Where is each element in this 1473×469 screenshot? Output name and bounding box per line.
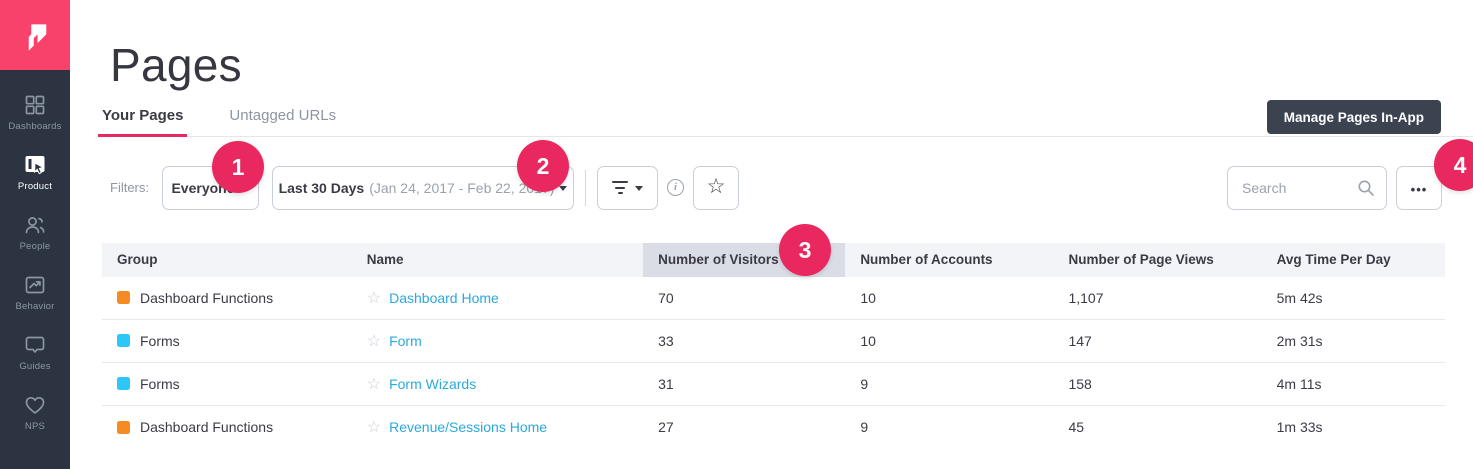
search-icon xyxy=(1358,180,1374,196)
group-color-swatch xyxy=(117,377,130,391)
pages-table: Group Name Number of Visitors ↓ Number o… xyxy=(102,242,1445,449)
table-header-row: Group Name Number of Visitors ↓ Number o… xyxy=(102,242,1445,277)
group-cell: Dashboard Functions xyxy=(102,419,352,435)
visitors-cell: 33 xyxy=(658,332,674,349)
annotation-badge-2: 2 xyxy=(517,140,569,192)
annotation-badge-4: 4 xyxy=(1434,139,1473,191)
name-cell: ☆ Dashboard Home xyxy=(352,288,643,308)
visitors-cell: 27 xyxy=(658,419,674,436)
guides-bubble-icon xyxy=(25,336,45,353)
pendo-logo[interactable] xyxy=(0,0,70,70)
filters-label: Filters: xyxy=(110,180,149,196)
search-box xyxy=(1227,165,1387,210)
column-header-accounts[interactable]: Number of Accounts xyxy=(860,252,993,268)
nps-heart-icon xyxy=(25,396,45,414)
main-content: Pages Manage Pages In-App Your Pages Unt… xyxy=(70,0,1473,469)
accounts-cell: 9 xyxy=(860,375,869,392)
group-color-swatch xyxy=(117,420,130,434)
avg-time-cell: 2m 31s xyxy=(1276,332,1323,349)
sidebar-item-behavior[interactable]: Behavior xyxy=(0,262,70,322)
page-name-link[interactable]: Dashboard Home xyxy=(389,289,499,306)
sidebar-item-label: Product xyxy=(17,180,53,192)
sidebar-item-label: People xyxy=(19,240,51,252)
column-header-page-views[interactable]: Number of Page Views xyxy=(1068,252,1214,268)
table-row: Forms ☆ Form 33 10 147 2m 31s xyxy=(102,320,1445,363)
date-range-value: Last 30 Days xyxy=(278,179,365,196)
avg-time-cell: 1m 33s xyxy=(1276,419,1323,436)
group-label: Forms xyxy=(140,375,180,392)
table-row: Dashboard Functions ☆ Revenue/Sessions H… xyxy=(102,406,1445,449)
sidebar-item-nps[interactable]: NPS xyxy=(0,382,70,442)
column-header-avg-time[interactable]: Avg Time Per Day xyxy=(1276,252,1391,268)
avg-time-cell: 4m 11s xyxy=(1276,375,1322,392)
avg-time-cell: 5m 42s xyxy=(1276,289,1323,306)
page-views-cell: 158 xyxy=(1068,375,1092,392)
filters-toolbar: Filters: Everyone Last 30 Days (Jan 24, … xyxy=(110,165,1442,210)
group-color-swatch xyxy=(117,291,130,305)
group-label: Dashboard Functions xyxy=(140,289,274,306)
visitors-cell: 70 xyxy=(658,289,674,306)
column-header-group[interactable]: Group xyxy=(117,252,158,268)
page-name-link[interactable]: Form xyxy=(389,332,422,349)
sidebar-item-people[interactable]: People xyxy=(0,202,70,262)
toolbar-divider xyxy=(585,169,586,206)
annotation-badge-1: 1 xyxy=(212,141,264,193)
page-title: Pages xyxy=(110,39,242,91)
group-cell: Dashboard Functions xyxy=(102,290,352,306)
chevron-down-icon xyxy=(559,186,568,192)
tab-untagged-urls[interactable]: Untagged URLs xyxy=(229,106,337,124)
accounts-cell: 10 xyxy=(860,289,876,306)
people-icon xyxy=(25,216,45,233)
group-cell: Forms xyxy=(102,376,352,392)
chevron-down-icon xyxy=(635,186,643,192)
sidebar-item-label: Behavior xyxy=(15,300,55,312)
name-cell: ☆ Revenue/Sessions Home xyxy=(352,417,643,437)
accounts-cell: 9 xyxy=(860,419,869,436)
group-label: Dashboard Functions xyxy=(140,419,274,436)
pendo-flag-icon xyxy=(28,24,47,51)
filter-lines-icon xyxy=(612,181,628,195)
name-cell: ☆ Form Wizards xyxy=(352,374,643,394)
dashboards-grid-icon xyxy=(25,95,45,114)
favorite-star-icon[interactable]: ☆ xyxy=(366,332,382,350)
product-icon xyxy=(25,155,45,174)
page-views-cell: 1,107 xyxy=(1068,289,1104,306)
sidebar-item-label: Dashboards xyxy=(8,120,62,132)
group-label: Forms xyxy=(140,332,180,349)
sidebar: Dashboards Product People xyxy=(0,0,70,469)
sidebar-item-guides[interactable]: Guides xyxy=(0,322,70,382)
sidebar-item-product[interactable]: Product xyxy=(0,142,70,202)
tab-your-pages[interactable]: Your Pages xyxy=(98,107,188,137)
annotation-badge-3: 3 xyxy=(779,224,831,276)
accounts-cell: 10 xyxy=(860,332,876,349)
sidebar-nav: Dashboards Product People xyxy=(0,70,70,442)
page-views-cell: 147 xyxy=(1068,332,1092,349)
favorite-star-icon[interactable]: ☆ xyxy=(366,419,382,437)
page-name-link[interactable]: Form Wizards xyxy=(389,375,477,392)
visitors-cell: 31 xyxy=(658,375,674,392)
sidebar-item-dashboards[interactable]: Dashboards xyxy=(0,82,70,142)
manage-pages-in-app-button[interactable]: Manage Pages In-App xyxy=(1266,100,1441,134)
column-header-name[interactable]: Name xyxy=(366,252,404,268)
sidebar-item-label: Guides xyxy=(19,360,51,372)
search-input[interactable] xyxy=(1227,165,1387,210)
filter-options-button[interactable] xyxy=(597,165,658,210)
column-header-label: Number of Visitors xyxy=(658,252,779,268)
group-cell: Forms xyxy=(102,333,352,349)
table-row: Forms ☆ Form Wizards 31 9 158 4m 11s xyxy=(102,363,1445,406)
name-cell: ☆ Form xyxy=(352,331,643,351)
group-color-swatch xyxy=(117,334,130,348)
favorite-filter-button[interactable]: ☆ xyxy=(693,165,739,210)
sidebar-item-label: NPS xyxy=(24,420,46,432)
favorite-star-icon[interactable]: ☆ xyxy=(366,375,382,393)
tab-bar: Your Pages Untagged URLs xyxy=(98,107,1473,137)
date-range-detail: (Jan 24, 2017 - Feb 22, 2017) xyxy=(369,179,555,196)
favorite-star-icon[interactable]: ☆ xyxy=(366,289,382,307)
page-views-cell: 45 xyxy=(1068,419,1085,436)
behavior-chart-icon xyxy=(25,276,45,293)
info-icon[interactable]: i xyxy=(667,179,684,197)
page-name-link[interactable]: Revenue/Sessions Home xyxy=(389,419,548,436)
table-row: Dashboard Functions ☆ Dashboard Home 70 … xyxy=(102,277,1445,320)
